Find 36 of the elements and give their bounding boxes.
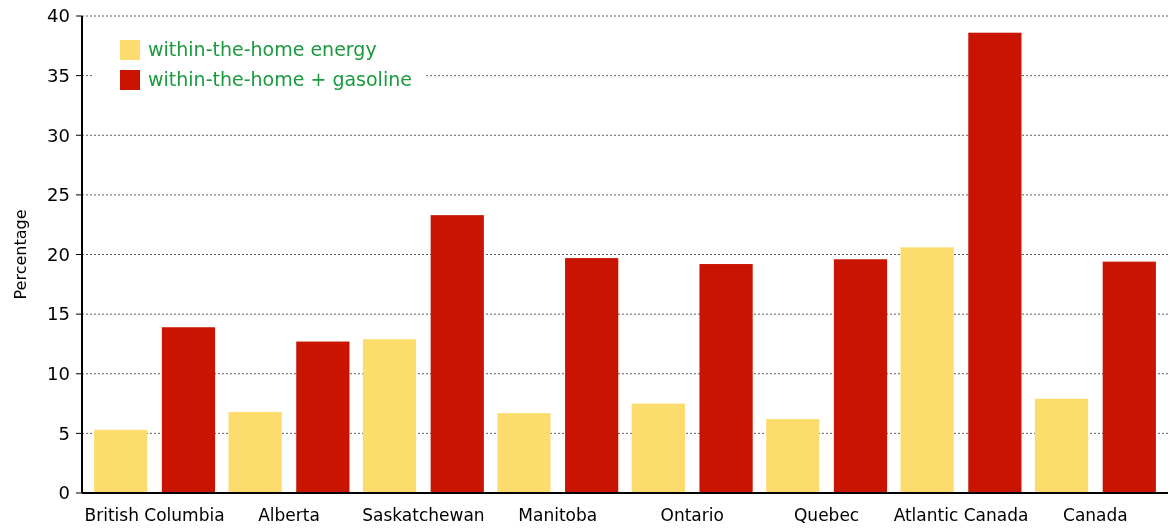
x-tick-label: Saskatchewan bbox=[362, 505, 485, 525]
bar bbox=[497, 413, 551, 493]
bar bbox=[362, 339, 417, 493]
y-tick-label: 0 bbox=[58, 482, 70, 504]
bar bbox=[968, 32, 1022, 493]
bar bbox=[296, 341, 350, 493]
bar bbox=[94, 429, 148, 493]
y-tick-label: 10 bbox=[47, 363, 70, 385]
x-tick-label: Quebec bbox=[794, 505, 860, 525]
bar bbox=[699, 264, 753, 493]
bar bbox=[833, 259, 888, 493]
x-tick-label: Atlantic Canada bbox=[893, 505, 1029, 525]
y-tick-label: 30 bbox=[47, 124, 70, 146]
x-tick-label: Ontario bbox=[660, 505, 724, 525]
y-axis-title: Percentage bbox=[11, 209, 30, 300]
bar bbox=[228, 411, 282, 493]
bar bbox=[161, 327, 216, 493]
bar bbox=[1034, 398, 1089, 493]
y-tick-label: 15 bbox=[47, 303, 70, 325]
x-tick-label: British Columbia bbox=[84, 505, 225, 525]
bar bbox=[900, 247, 954, 493]
y-tick-label: 40 bbox=[47, 5, 70, 27]
y-tick-label: 20 bbox=[47, 243, 70, 265]
legend-label: within-the-home + gasoline bbox=[148, 68, 412, 90]
bar bbox=[430, 215, 484, 493]
x-tick-label: Canada bbox=[1063, 505, 1128, 525]
bar bbox=[565, 258, 619, 493]
bar bbox=[1102, 261, 1156, 493]
bar bbox=[631, 403, 685, 493]
bar bbox=[766, 419, 820, 493]
x-tick-label: Manitoba bbox=[518, 505, 598, 525]
x-tick-label: Alberta bbox=[258, 505, 320, 525]
y-tick-label: 25 bbox=[47, 184, 70, 206]
y-tick-label: 35 bbox=[47, 64, 70, 86]
y-tick-label: 5 bbox=[58, 422, 70, 444]
legend-label: within-the-home energy bbox=[148, 38, 377, 60]
